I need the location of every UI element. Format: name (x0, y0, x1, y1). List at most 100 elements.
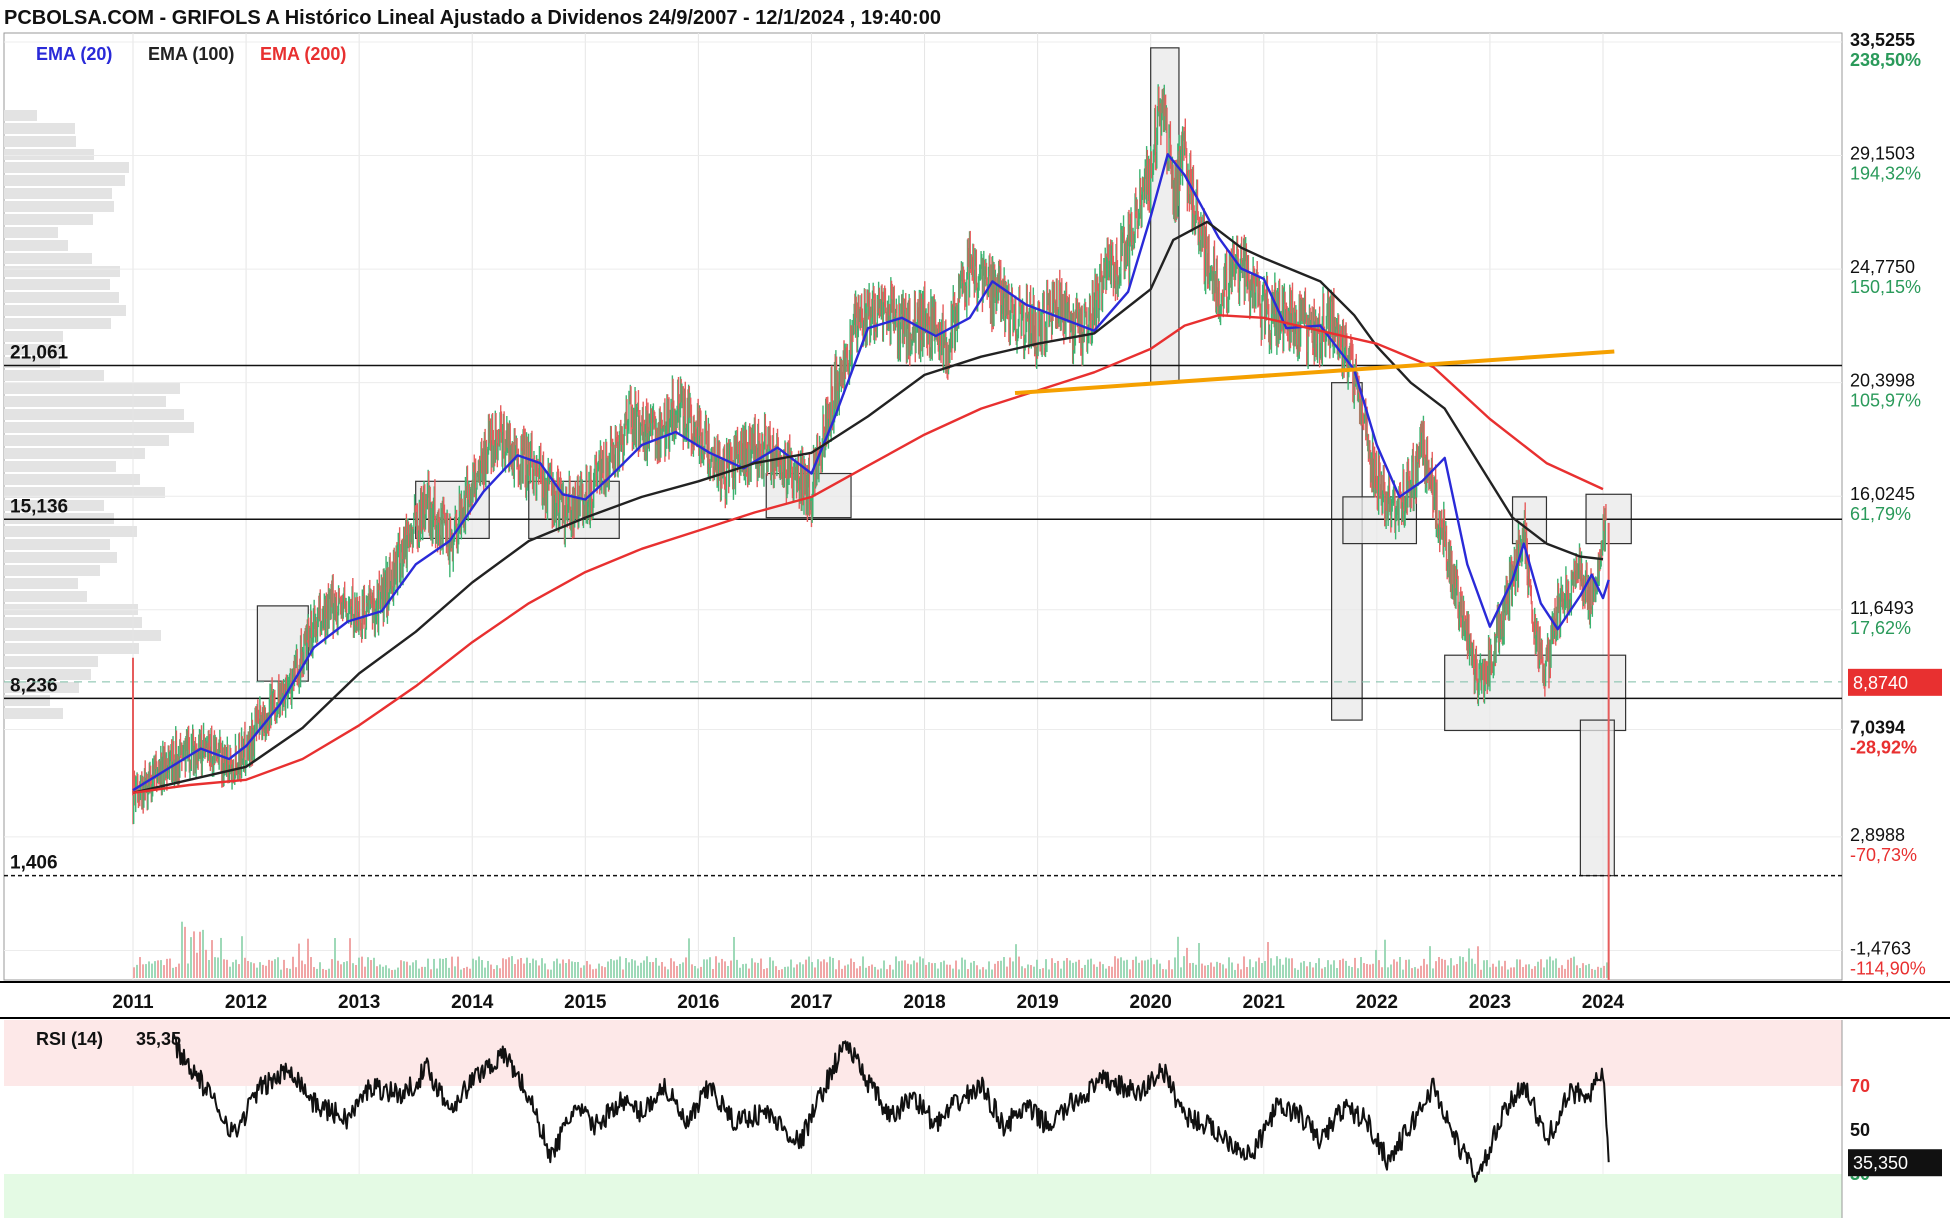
volume-bar (862, 956, 864, 978)
volume-bar (1096, 966, 1098, 978)
volume-bar (1204, 965, 1206, 978)
volume-bar (595, 968, 597, 978)
volume-bar (1123, 960, 1125, 978)
volume-bar (1585, 965, 1587, 978)
volume-bar (793, 967, 795, 978)
volume-bar (958, 969, 960, 978)
volume-bar (208, 960, 210, 978)
volume-bar (457, 956, 459, 978)
volume-bar (370, 960, 372, 978)
volume-bar (1066, 958, 1068, 978)
volume-bar (526, 957, 528, 978)
volume-bar (1243, 956, 1245, 978)
volume-bar (343, 962, 345, 978)
volume-bar (1225, 968, 1227, 978)
volume-bar (1471, 958, 1473, 978)
trendline (1014, 349, 1615, 396)
volume-bar (535, 960, 537, 978)
volume-bar (748, 968, 750, 978)
volume-bar (454, 966, 456, 978)
level-label: 8,236 (10, 675, 58, 696)
volume-bar (1180, 967, 1182, 978)
volume-bar (1351, 967, 1353, 978)
volume-bar (1549, 956, 1551, 978)
volume-bar (664, 966, 666, 978)
rsi-line (171, 1033, 1610, 1183)
volume-bar (1126, 959, 1128, 978)
volume-bar (544, 963, 546, 978)
volume-bar (1543, 967, 1545, 978)
volume-bar (661, 962, 663, 978)
volume-bar (1399, 957, 1401, 978)
volume-bar (1009, 957, 1011, 978)
volume-bar (637, 965, 639, 978)
volume-bar (1087, 959, 1089, 978)
volume-bar (1540, 959, 1542, 978)
volume-bar (1594, 969, 1596, 978)
volume-bar (1129, 969, 1131, 978)
volume-bar (1021, 966, 1023, 978)
volume-bar (529, 963, 531, 978)
volume-bar (1279, 958, 1281, 978)
volume-bar (187, 963, 189, 978)
y-tick-label: 7,0394 (1850, 717, 1905, 737)
volume-bar (193, 931, 195, 978)
volume-bar (1198, 943, 1200, 978)
volume-bar (523, 963, 525, 978)
volume-bar (1450, 958, 1452, 978)
x-axis: 2011 2012 2013 2014 2015 2016 2017 2018 2019 2020… (112, 992, 1624, 1013)
volume-bar (1153, 964, 1155, 978)
volume-bar (1120, 957, 1122, 978)
volume-bar (199, 931, 201, 978)
volume-bar (247, 960, 249, 978)
volume-bar (1285, 957, 1287, 978)
volume-bar (1075, 961, 1077, 978)
volume-bar (1555, 958, 1557, 978)
volume-bar (322, 968, 324, 978)
volume-bar (928, 962, 930, 978)
volume-bar (172, 967, 174, 978)
volume-bar (1534, 966, 1536, 978)
volume-bar (163, 965, 165, 978)
volume-bar (1435, 961, 1437, 978)
volume-bar (601, 966, 603, 978)
volume-bar (1168, 960, 1170, 978)
ema-lines (132, 153, 1610, 794)
volume-bar (988, 961, 990, 978)
volume-bar (574, 962, 576, 978)
volume-bar (1291, 958, 1293, 978)
volume-bar (1063, 960, 1065, 978)
level-label: 1,406 (10, 853, 58, 874)
volume-bar (901, 960, 903, 978)
volume-bar (445, 957, 447, 978)
volume-bar (391, 969, 393, 978)
volume-bar (1003, 957, 1005, 978)
volume-bar (160, 960, 162, 978)
volume-bar (313, 967, 315, 978)
volume-bar (703, 959, 705, 978)
volume-bar (1603, 965, 1605, 978)
volume-bar (316, 968, 318, 978)
volume-bar (181, 921, 183, 978)
volume-profile-bar (4, 357, 60, 368)
volume-bar (994, 963, 996, 978)
volume-bar (1246, 967, 1248, 978)
volume-bar (1465, 961, 1467, 978)
volume-bar (559, 963, 561, 978)
volume-bar (295, 967, 297, 978)
volume-bar (727, 965, 729, 978)
volume-bar (184, 926, 186, 978)
ema-line-100 (132, 220, 1604, 794)
volume-profile-bar (4, 656, 98, 667)
volume-profile-bar (4, 422, 194, 433)
volume-bar (514, 964, 516, 978)
volume-profile-bar (4, 370, 104, 381)
volume-bar (676, 965, 678, 978)
volume-profile-bar (4, 435, 169, 446)
volume-bar (1420, 965, 1422, 978)
volume-bar (985, 969, 987, 978)
annotation-box (1331, 382, 1363, 721)
volume-bar (145, 964, 147, 978)
volume-bar (919, 956, 921, 978)
